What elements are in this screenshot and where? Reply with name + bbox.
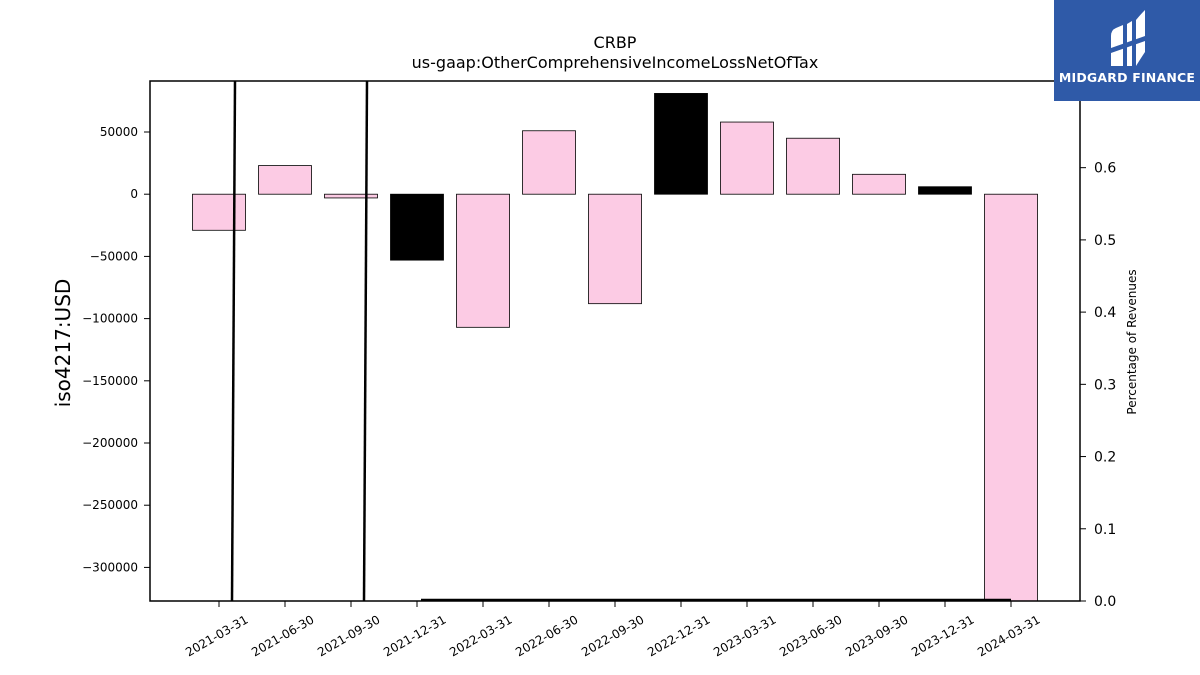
x-tick-label: 2022-09-30	[579, 612, 646, 659]
bar-2021-06-30	[258, 165, 312, 195]
x-tick-label: 2023-03-31	[711, 612, 778, 659]
bar-2021-09-30	[324, 193, 378, 199]
x-tick-label: 2021-09-30	[315, 612, 382, 659]
bars-group	[192, 93, 1038, 602]
x-tick-label: 2024-03-31	[975, 612, 1042, 659]
bar-2023-09-30	[852, 173, 906, 195]
y2-tick-label: 0.1	[1094, 522, 1116, 538]
y2-tick-label: 0.4	[1094, 305, 1116, 321]
y2-tick-label: 0.2	[1094, 450, 1116, 466]
y-tick-label: −250000	[82, 498, 138, 512]
x-tick-label: 2021-03-31	[183, 612, 250, 659]
y2-tick-label: 0.6	[1094, 161, 1116, 177]
plot-frame	[149, 80, 1081, 602]
percentage-line-1	[230, 80, 237, 602]
y2-tick-label: 0.3	[1094, 377, 1116, 393]
brand-name: MIDGARD FINANCE	[1058, 70, 1196, 85]
y-tick-label: −50000	[90, 249, 138, 263]
bar-2022-12-31	[654, 93, 708, 195]
x-tick-label: 2021-06-30	[249, 612, 316, 659]
bar-2021-12-31	[390, 193, 444, 261]
y-tick-label: 0	[130, 187, 138, 201]
y2-tick-label: 0.5	[1094, 233, 1116, 249]
y-tick-label: 50000	[100, 125, 138, 139]
chart-subtitle: us-gaap:OtherComprehensiveIncomeLossNetO…	[412, 53, 819, 72]
midgard-logo-icon	[1111, 10, 1145, 66]
y2-axis-ticks: 0.00.10.20.30.40.50.60.7	[1080, 88, 1116, 610]
x-tick-label: 2021-12-31	[381, 612, 448, 659]
brand-badge: MIDGARD FINANCE	[1054, 0, 1200, 101]
y2-tick-label: 0.0	[1094, 594, 1116, 610]
bar-2022-09-30	[588, 193, 642, 305]
bar-2023-06-30	[786, 137, 840, 195]
bar-2022-06-30	[522, 130, 576, 195]
y-tick-label: −200000	[82, 436, 138, 450]
bar-2023-03-31	[720, 121, 774, 195]
x-axis-ticks: 2021-03-312021-06-302021-09-302021-12-31…	[183, 601, 1043, 659]
y-tick-label: −150000	[82, 374, 138, 388]
x-tick-label: 2023-09-30	[843, 612, 910, 659]
percentage-lines-group	[230, 80, 1011, 602]
bar-2024-03-31	[984, 193, 1038, 602]
x-tick-label: 2022-03-31	[447, 612, 514, 659]
y-tick-label: −100000	[82, 312, 138, 326]
chart-title: CRBP	[594, 33, 637, 52]
percentage-line-2	[362, 80, 369, 602]
x-tick-label: 2022-06-30	[513, 612, 580, 659]
bar-2023-12-31	[918, 186, 972, 195]
y-tick-label: −300000	[82, 560, 138, 574]
x-tick-label: 2022-12-31	[645, 612, 712, 659]
bar-2022-03-31	[456, 193, 510, 328]
y-axis-ticks: 50000 0 −50000 −100000 −150000 −200000 −250000…	[82, 125, 150, 574]
x-tick-label: 2023-12-31	[909, 612, 976, 659]
x-tick-label: 2023-06-30	[777, 612, 844, 659]
bar-2021-03-31	[192, 193, 246, 231]
y2-axis-label: Percentage of Revenues	[1125, 269, 1139, 414]
y-axis-label: iso4217:USD	[51, 279, 75, 408]
